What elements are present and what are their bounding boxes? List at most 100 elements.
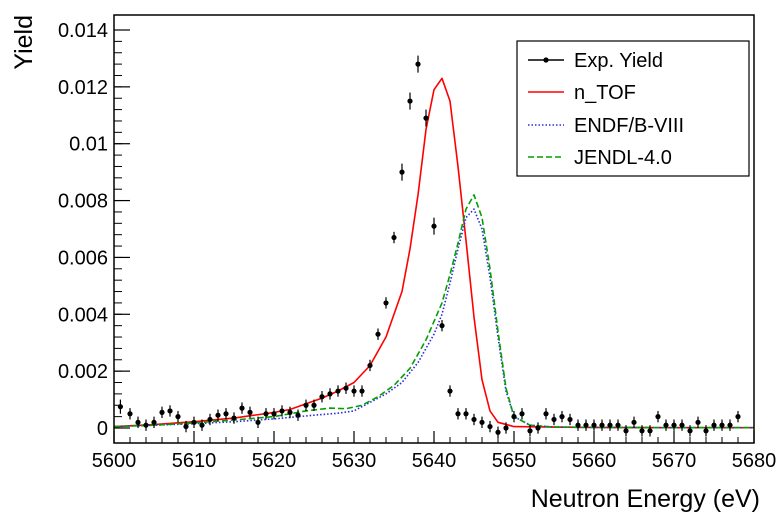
- exp-yield-point: [471, 416, 477, 423]
- exp-yield-point: [511, 414, 517, 420]
- exp-yield-point: [303, 402, 309, 408]
- exp-yield-point: [135, 419, 141, 425]
- exp-yield-point: [567, 416, 573, 423]
- exp-yield-point: [407, 98, 413, 104]
- exp-yield-point: [639, 428, 645, 434]
- exp-yield-point: [703, 428, 709, 434]
- legend: Exp. Yield n_TOF ENDF/B-VIII JENDL-4.0: [516, 40, 750, 177]
- exp-yield-point: [591, 422, 597, 428]
- x-axis-title: Neutron Energy (eV): [531, 485, 760, 513]
- x-tick-label: 5640: [412, 450, 457, 472]
- exp-yield-point: [239, 405, 245, 411]
- y-tick-label: 0.002: [58, 361, 108, 383]
- exp-yield-point: [551, 416, 557, 423]
- exp-yield-point: [391, 234, 397, 241]
- exp-yield-point: [287, 409, 293, 415]
- exp-yield-point: [527, 428, 533, 434]
- exp-yield-point: [215, 412, 221, 418]
- exp-yield-point: [495, 429, 501, 435]
- exp-yield-point: [143, 422, 149, 428]
- exp-yield-point: [695, 419, 701, 425]
- exp-yield-point: [151, 419, 157, 425]
- series-line-n-tof: [113, 77, 754, 429]
- exp-yield-point: [175, 414, 181, 420]
- exp-yield-point: [727, 422, 733, 428]
- exp-yield-point: [615, 422, 621, 428]
- legend-entry-endf: ENDF/B-VIII: [528, 115, 684, 137]
- y-tick-label: 0.006: [58, 247, 108, 269]
- x-tick-label: 5620: [252, 450, 297, 472]
- legend-label-jendl: JENDL-4.0: [574, 147, 672, 169]
- legend-label-exp-yield: Exp. Yield: [574, 50, 663, 72]
- exp-yield-point: [671, 422, 677, 428]
- legend-label-endf: ENDF/B-VIII: [574, 115, 684, 137]
- exp-yield-point: [655, 414, 661, 420]
- x-tick-label: 5650: [492, 450, 537, 472]
- exp-yield-point: [207, 416, 213, 423]
- exp-yield-point: [343, 385, 349, 391]
- exp-yield-point: [311, 402, 317, 408]
- exp-yield-point: [455, 411, 461, 417]
- exp-yield-point: [183, 423, 189, 430]
- legend-entry-exp-yield: Exp. Yield: [528, 50, 663, 72]
- exp-yield-point: [279, 408, 285, 414]
- exp-yield-point: [327, 391, 333, 397]
- exp-yield-point: [439, 323, 445, 329]
- exp-yield-point: [663, 422, 669, 428]
- exp-yield-point: [223, 411, 229, 417]
- axis-ticks: 5600 5610 5620 5630 5640 5650 5660 5670 5680 0 0.0…: [58, 20, 776, 472]
- exp-yield-point: [319, 394, 325, 400]
- y-axis-title: Yield: [10, 15, 38, 70]
- exp-yield-point: [631, 419, 637, 425]
- exp-yield-point: [679, 422, 685, 428]
- exp-yield-point: [623, 428, 629, 434]
- exp-yield-point: [535, 425, 541, 431]
- exp-yield-point: [295, 412, 301, 418]
- exp-yield-point: [687, 428, 693, 434]
- exp-yield-point: [127, 411, 133, 417]
- y-tick-label: 0.004: [58, 304, 108, 326]
- exp-yield-point: [255, 419, 261, 425]
- x-tick-label: 5670: [652, 450, 697, 472]
- exp-yield-point: [351, 388, 357, 394]
- exp-yield-point: [191, 419, 197, 425]
- exp-yield-point: [271, 411, 277, 417]
- y-tick-label: 0.008: [58, 191, 108, 213]
- exp-yield-point: [719, 422, 725, 428]
- exp-yield-point: [463, 411, 469, 417]
- exp-yield-point: [559, 414, 565, 420]
- legend-entry-jendl: JENDL-4.0: [528, 147, 672, 169]
- exp-yield-point: [415, 61, 421, 67]
- exp-yield-point: [423, 115, 429, 121]
- exp-yield-point: [375, 331, 381, 337]
- legend-marker-exp-yield: [543, 57, 549, 63]
- x-tick-label: 5680: [732, 450, 777, 472]
- exp-yield-point: [647, 428, 653, 434]
- exp-yield-point: [487, 423, 493, 430]
- exp-yield-point: [711, 422, 717, 428]
- exp-yield-point: [479, 419, 485, 425]
- exp-yield-point: [735, 414, 741, 420]
- exp-yield-point: [399, 169, 405, 175]
- exp-yield-point: [519, 411, 525, 417]
- exp-yield-point: [575, 422, 581, 428]
- exp-yield-point: [263, 411, 269, 417]
- x-tick-label: 5660: [572, 450, 617, 472]
- exp-yield-point: [359, 388, 365, 394]
- exp-yield-point: [607, 422, 613, 428]
- exp-yield-point: [199, 422, 205, 428]
- exp-yield-point: [231, 415, 237, 421]
- exp-yield-point: [247, 409, 253, 415]
- legend-label-ntof: n_TOF: [574, 82, 636, 104]
- series-line-endf-b-viii: [113, 208, 754, 429]
- exp-yield-point: [159, 409, 165, 415]
- x-tick-label: 5630: [332, 450, 377, 472]
- exp-yield-point: [599, 422, 605, 428]
- exp-yield-point: [335, 388, 341, 394]
- y-tick-label: 0.012: [58, 77, 108, 99]
- exp-yield-point: [367, 362, 373, 369]
- legend-entry-ntof: n_TOF: [528, 82, 636, 104]
- data-layer: [113, 55, 754, 438]
- legend-box: [516, 40, 750, 177]
